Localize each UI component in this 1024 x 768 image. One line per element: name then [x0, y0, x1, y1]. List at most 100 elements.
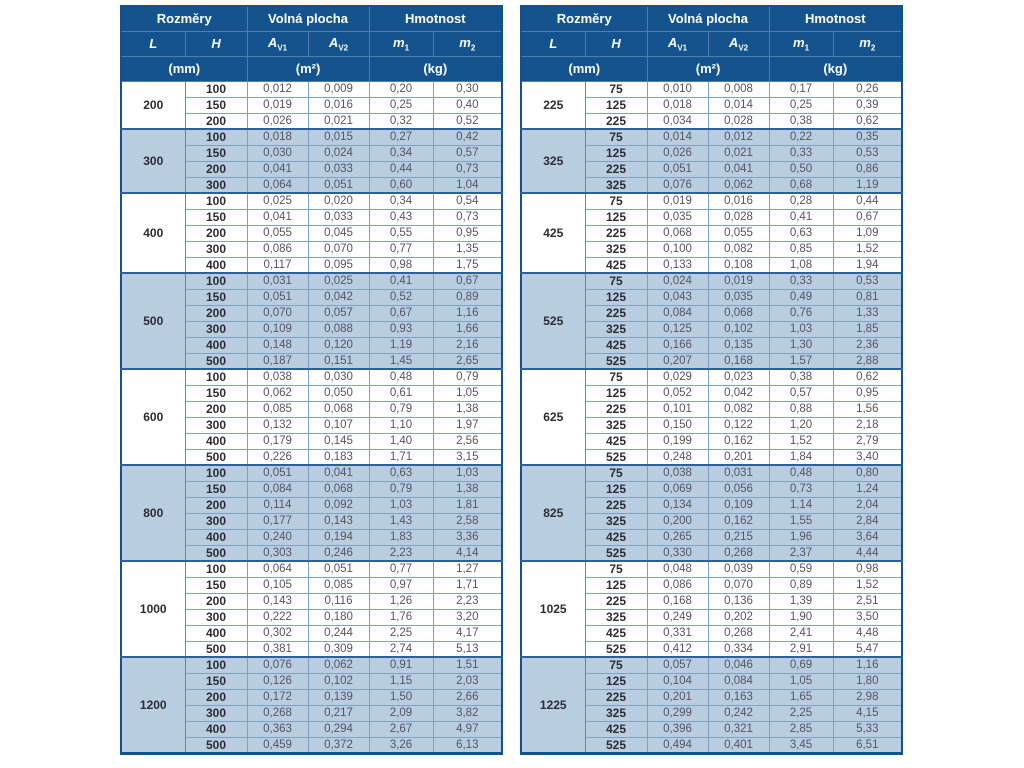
l-value: 300	[120, 128, 186, 194]
h-value: 125	[584, 288, 648, 306]
table-row: 125 0,035 0,028 0,41 0,67	[521, 208, 903, 226]
table-row: 525 0,412 0,334 2,91 5,47	[521, 640, 903, 658]
h-value: 425	[584, 432, 648, 450]
av2-value: 0,015	[307, 128, 370, 146]
table-row: 1200 100 0,076 0,062 0,91 1,51	[120, 656, 503, 754]
h-value: 75	[584, 656, 648, 674]
table-row: 150 0,126 0,102 1,15 2,03	[121, 672, 503, 690]
av1-value: 0,172	[246, 688, 309, 706]
header-hmotnost: Hmotnost	[768, 5, 903, 32]
m2-value: 2,66	[432, 688, 503, 706]
table-row: 125 0,026 0,021 0,33 0,53	[521, 144, 903, 162]
m1-value: 0,59	[768, 560, 834, 578]
av2-value: 0,012	[707, 128, 770, 146]
table-row: 225 0,068 0,055 0,63 1,09	[521, 224, 903, 242]
av1-value: 0,012	[246, 80, 309, 98]
av2-value: 0,168	[707, 352, 770, 370]
table-row: 325 0,299 0,242 2,25 4,15	[521, 704, 903, 722]
m1-value: 1,52	[768, 432, 834, 450]
l-value: 1225	[520, 656, 586, 754]
m1-value: 1,20	[768, 416, 834, 434]
av1-value: 0,041	[246, 208, 309, 226]
h-value: 100	[184, 656, 248, 674]
m1-value: 1,03	[768, 320, 834, 338]
h-value: 100	[184, 464, 248, 482]
av2-value: 0,085	[307, 576, 370, 594]
table-row: 425 0,133 0,108 1,08 1,94	[521, 256, 903, 274]
av2-value: 0,062	[707, 176, 770, 194]
av2-value: 0,183	[307, 448, 370, 466]
av2-value: 0,107	[307, 416, 370, 434]
av2-value: 0,088	[307, 320, 370, 338]
av1-value: 0,064	[246, 560, 309, 578]
table-row: 225 75 0,010 0,008 0,17 0,26	[520, 80, 903, 130]
av1-value: 0,134	[646, 496, 709, 514]
av1-value: 0,038	[246, 368, 309, 386]
av1-value: 0,199	[646, 432, 709, 450]
m1-value: 1,40	[368, 432, 434, 450]
av1-value: 0,029	[646, 368, 709, 386]
av2-value: 0,045	[307, 224, 370, 242]
m2-value: 3,15	[432, 448, 503, 466]
h-value: 125	[584, 96, 648, 114]
m2-value: 1,56	[832, 400, 903, 418]
av1-value: 0,240	[246, 528, 309, 546]
av1-value: 0,133	[646, 256, 709, 274]
m2-value: 0,53	[832, 144, 903, 162]
l-value: 425	[520, 192, 586, 274]
m2-value: 0,81	[832, 288, 903, 306]
h-value: 75	[584, 128, 648, 146]
m2-value: 3,82	[432, 704, 503, 722]
m2-value: 0,95	[832, 384, 903, 402]
av2-value: 0,334	[707, 640, 770, 658]
av1-value: 0,026	[246, 112, 309, 130]
av2-value: 0,070	[707, 576, 770, 594]
av2-value: 0,042	[707, 384, 770, 402]
av2-value: 0,020	[307, 192, 370, 210]
m1-value: 0,97	[368, 576, 434, 594]
av1-value: 0,052	[646, 384, 709, 402]
av1-value: 0,100	[646, 240, 709, 258]
av2-value: 0,024	[307, 144, 370, 162]
m2-value: 2,58	[432, 512, 503, 530]
l-value: 1025	[520, 560, 586, 658]
m1-value: 0,91	[368, 656, 434, 674]
m2-value: 1,75	[432, 256, 503, 274]
av1-value: 0,025	[246, 192, 309, 210]
h-value: 500	[184, 544, 248, 562]
av2-value: 0,033	[307, 160, 370, 178]
table-row: 150 0,041 0,033 0,43 0,73	[121, 208, 503, 226]
table-row: 825 75 0,038 0,031 0,48 0,80	[520, 464, 903, 562]
av2-value: 0,201	[707, 448, 770, 466]
m2-value: 0,67	[432, 272, 503, 290]
m2-value: 0,62	[832, 112, 903, 130]
m2-value: 1,24	[832, 480, 903, 498]
av1-value: 0,026	[646, 144, 709, 162]
h-value: 100	[184, 80, 248, 98]
av1-value: 0,062	[246, 384, 309, 402]
m2-value: 1,05	[432, 384, 503, 402]
h-value: 75	[584, 80, 648, 98]
m1-value: 1,55	[768, 512, 834, 530]
m2-value: 2,79	[832, 432, 903, 450]
av2-value: 0,082	[707, 240, 770, 258]
h-value: 150	[184, 384, 248, 402]
table-row: 525 0,494 0,401 3,45 6,51	[521, 736, 903, 754]
av2-value: 0,041	[707, 160, 770, 178]
av1-value: 0,043	[646, 288, 709, 306]
l-value: 325	[520, 128, 586, 194]
av1-value: 0,018	[246, 128, 309, 146]
m1-value: 1,65	[768, 688, 834, 706]
m2-value: 1,16	[432, 304, 503, 322]
m1-value: 2,91	[768, 640, 834, 658]
m1-value: 0,49	[768, 288, 834, 306]
m2-value: 1,27	[432, 560, 503, 578]
m1-value: 0,43	[368, 208, 434, 226]
m2-value: 1,52	[832, 576, 903, 594]
table-row: 625 75 0,029 0,023 0,38 0,62	[520, 368, 903, 466]
av2-value: 0,062	[307, 656, 370, 674]
m1-value: 0,61	[368, 384, 434, 402]
unit-mm: (mm)	[120, 55, 248, 82]
m2-value: 2,65	[432, 352, 503, 370]
table-row: 400 0,117 0,095 0,98 1,75	[121, 256, 503, 274]
